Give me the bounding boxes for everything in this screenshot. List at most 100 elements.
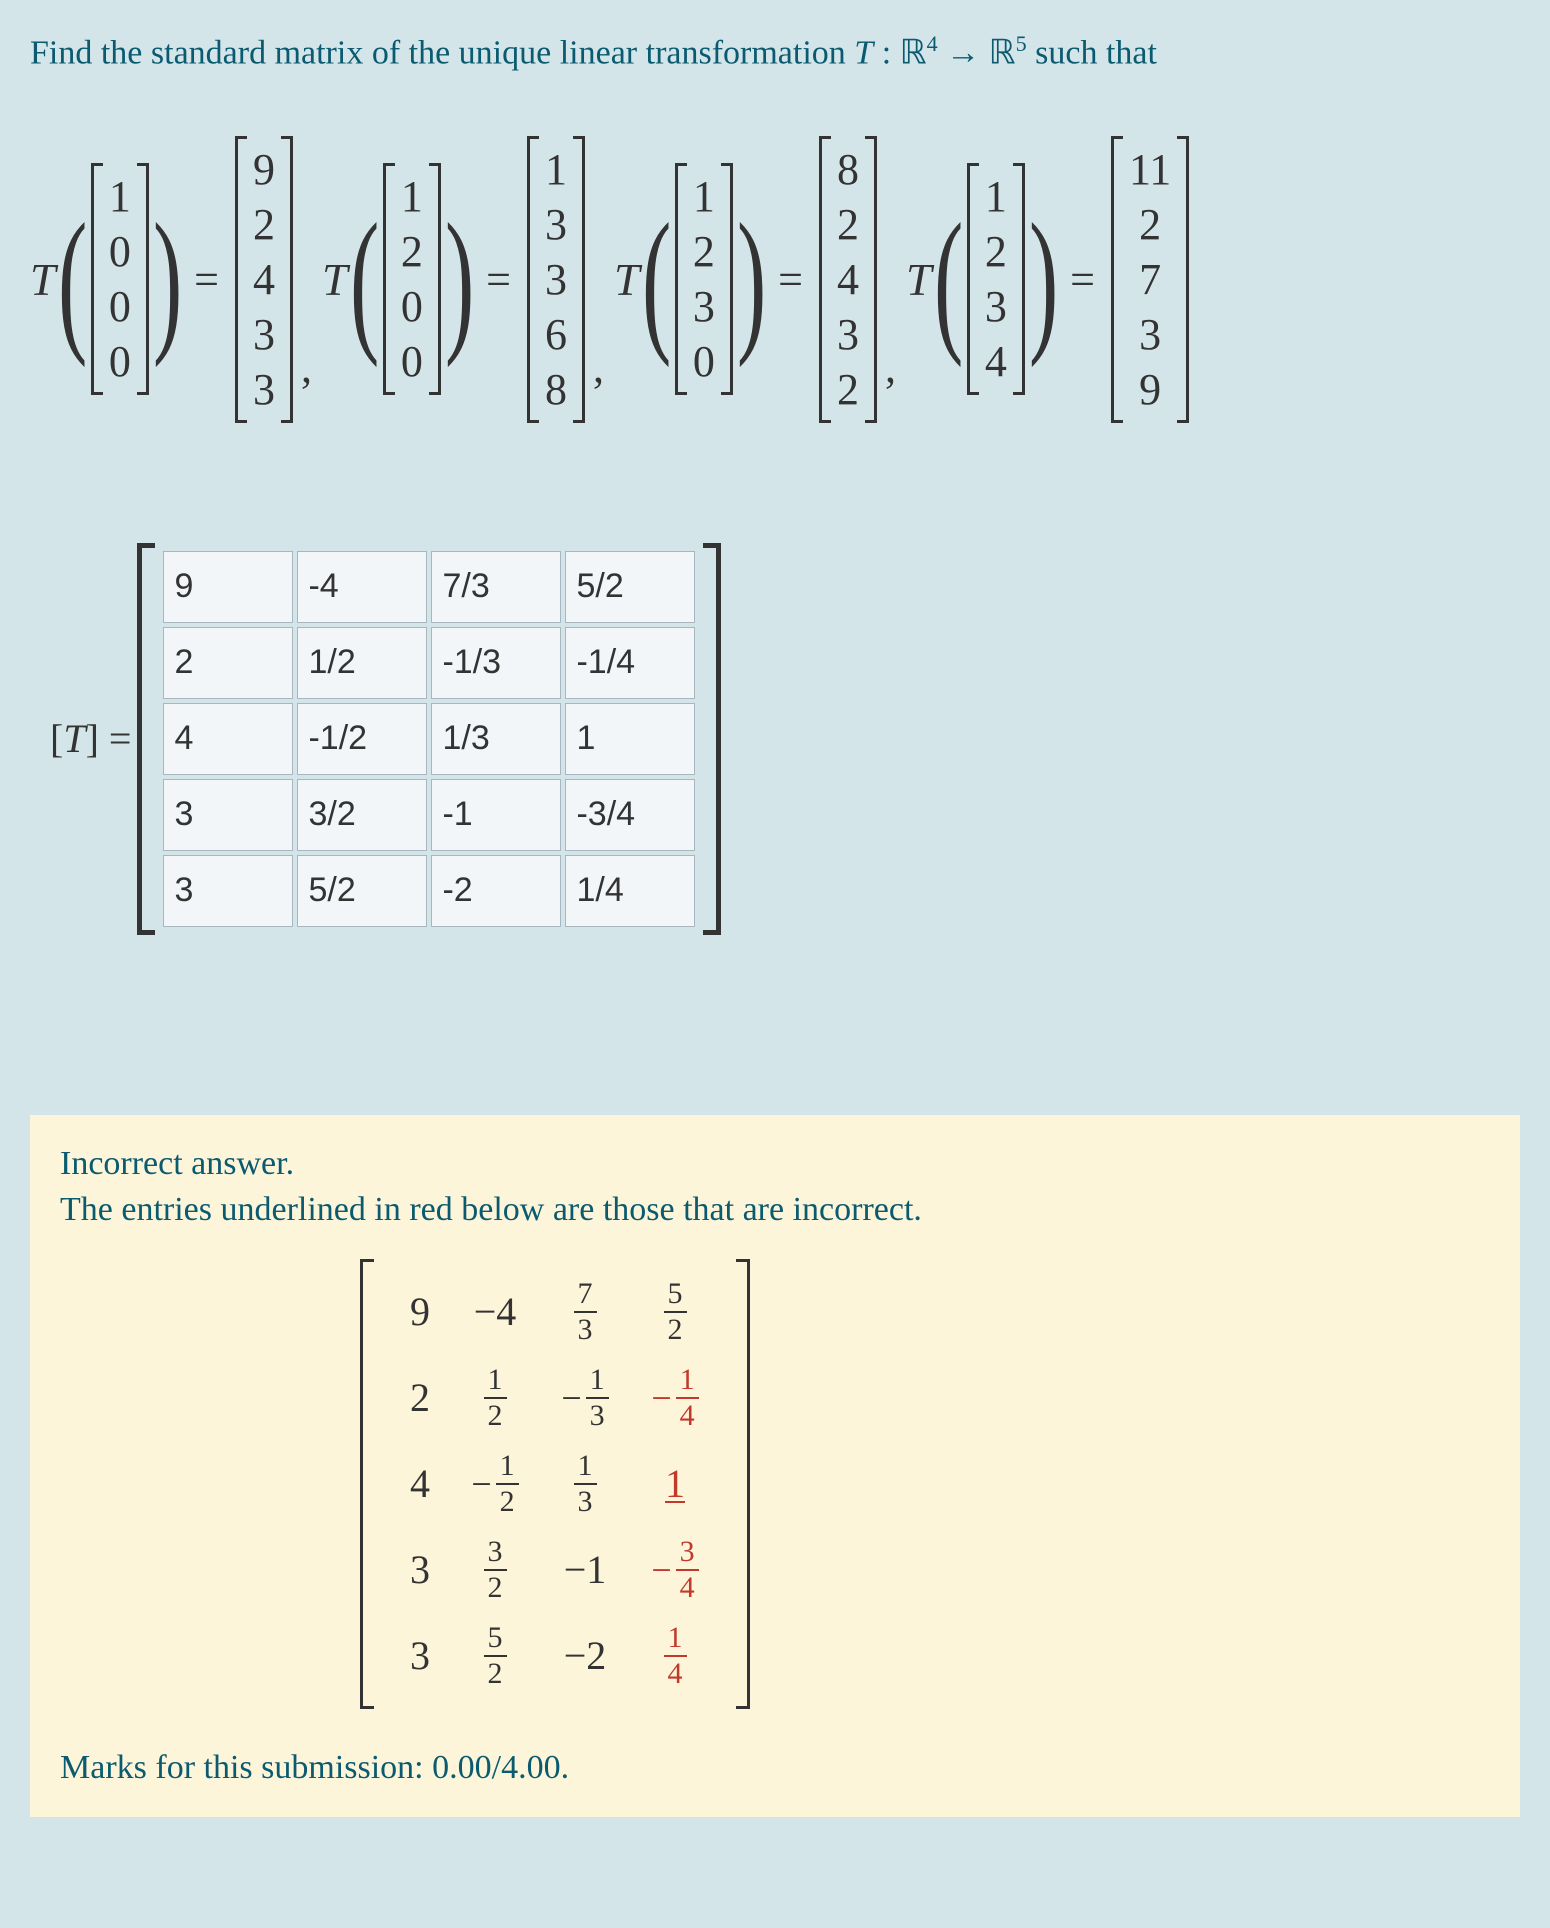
prompt-suffix: such that: [1027, 34, 1157, 71]
matrix-input-cell[interactable]: -2: [431, 855, 561, 927]
vector-entry: 0: [109, 334, 131, 389]
vector-entries: 82432: [833, 136, 863, 423]
prompt-text: Find the standard matrix of the unique l…: [30, 34, 854, 71]
vector-entry: 0: [693, 334, 715, 389]
matrix-input-cell[interactable]: 5/2: [565, 551, 695, 623]
right-bracket: [281, 136, 293, 423]
right-bracket: [736, 1259, 750, 1709]
equals-sign: =: [768, 254, 813, 305]
feedback-subtitle: The entries underlined in red below are …: [60, 1191, 1490, 1229]
vector-entry: 0: [401, 279, 423, 334]
comma: ,: [299, 342, 318, 393]
vector-entry: 2: [837, 362, 859, 417]
feedback-matrix-entry: −2: [564, 1632, 607, 1679]
feedback-matrix-wrap: 9−47352212−13−144−12131332−1−34352−214: [360, 1259, 1490, 1709]
vector-entry: 7: [1129, 252, 1171, 307]
vector-entry: 0: [401, 334, 423, 389]
matrix-input-cell[interactable]: 1/3: [431, 703, 561, 775]
matrix-input-cell[interactable]: 4: [163, 703, 293, 775]
question-prompt: Find the standard matrix of the unique l…: [30, 30, 1520, 76]
vector-entry: 2: [253, 197, 275, 252]
column-vector: 13368: [525, 136, 587, 423]
feedback-title: Incorrect answer.: [60, 1145, 1490, 1183]
feedback-matrix-entry: −12: [471, 1451, 518, 1517]
vector-entries: 1234: [981, 163, 1011, 395]
operator-T: T: [906, 253, 932, 306]
operator-T: T: [614, 253, 640, 306]
prompt-T: T: [854, 34, 873, 71]
feedback-matrix-entry: 2: [410, 1374, 430, 1421]
feedback-matrix-entry: −13: [561, 1365, 608, 1431]
column-vector: 112739: [1109, 136, 1191, 423]
column-vector: 1230: [673, 163, 735, 395]
feedback-matrix-entry: 9: [410, 1288, 430, 1335]
prompt-R-to: ℝ: [989, 34, 1016, 71]
answer-matrix: 9-47/35/221/2-1/3-1/44-1/21/3133/2-1-3/4…: [137, 543, 721, 935]
matrix-input-cell[interactable]: -1/4: [565, 627, 695, 699]
vector-entry: 4: [837, 252, 859, 307]
equation-conditions: T(1000)=92433,T(1200)=13368,T(1230)=8243…: [30, 136, 1520, 423]
vector-entry: 3: [1129, 307, 1171, 362]
vector-entry: 2: [985, 224, 1007, 279]
vector-entries: 13368: [541, 136, 571, 423]
operator-T: T: [30, 253, 56, 306]
left-bracket: [383, 163, 395, 395]
vector-entry: 3: [253, 307, 275, 362]
matrix-input-cell[interactable]: 9: [163, 551, 293, 623]
matrix-input-cell[interactable]: 3: [163, 855, 293, 927]
answer-block: [T] = 9-47/35/221/2-1/3-1/44-1/21/3133/2…: [50, 543, 1520, 935]
matrix-input-cell[interactable]: -4: [297, 551, 427, 623]
vector-entry: 9: [253, 142, 275, 197]
vector-entry: 3: [985, 279, 1007, 334]
prompt-dim-to: 5: [1016, 31, 1027, 56]
matrix-input-cell[interactable]: 3/2: [297, 779, 427, 851]
feedback-matrix-entry: 1: [665, 1460, 685, 1507]
matrix-input-cell[interactable]: 1/2: [297, 627, 427, 699]
left-bracket: [137, 543, 155, 935]
vector-entry: 1: [985, 169, 1007, 224]
matrix-input-cell[interactable]: -1: [431, 779, 561, 851]
left-bracket: [527, 136, 539, 423]
equals-sign: =: [184, 254, 229, 305]
feedback-matrix-entry: 52: [484, 1623, 507, 1689]
feedback-matrix-entry: −14: [651, 1365, 698, 1431]
feedback-matrix-grid: 9−47352212−13−144−12131332−1−34352−214: [384, 1259, 726, 1709]
right-bracket: [429, 163, 441, 395]
feedback-matrix-entry: 13: [574, 1451, 597, 1517]
vector-entry: 4: [253, 252, 275, 307]
matrix-input-cell[interactable]: 7/3: [431, 551, 561, 623]
question-page: Find the standard matrix of the unique l…: [0, 0, 1550, 1847]
feedback-matrix-entry: −4: [474, 1288, 517, 1335]
feedback-matrix-entry: 12: [484, 1365, 507, 1431]
matrix-input-cell[interactable]: 3: [163, 779, 293, 851]
right-bracket: [703, 543, 721, 935]
matrix-input-cell[interactable]: 1: [565, 703, 695, 775]
column-vector: 1200: [381, 163, 443, 395]
left-bracket: [967, 163, 979, 395]
feedback-matrix-entry: −1: [564, 1546, 607, 1593]
operator-T: T: [322, 253, 348, 306]
answer-grid: 9-47/35/221/2-1/3-1/44-1/21/3133/2-1-3/4…: [159, 543, 699, 935]
left-bracket: [235, 136, 247, 423]
prompt-R-from: ℝ: [900, 34, 927, 71]
left-bracket: [91, 163, 103, 395]
matrix-input-cell[interactable]: -1/2: [297, 703, 427, 775]
matrix-input-cell[interactable]: -1/3: [431, 627, 561, 699]
vector-entry: 1: [545, 142, 567, 197]
feedback-matrix-entry: 4: [410, 1460, 430, 1507]
matrix-input-cell[interactable]: -3/4: [565, 779, 695, 851]
vector-entry: 0: [109, 279, 131, 334]
feedback-matrix-entry: 3: [410, 1632, 430, 1679]
vector-entries: 1230: [689, 163, 719, 395]
vector-entry: 2: [693, 224, 715, 279]
vector-entry: 3: [253, 362, 275, 417]
equals-sign: =: [1060, 254, 1105, 305]
matrix-input-cell[interactable]: 2: [163, 627, 293, 699]
matrix-input-cell[interactable]: 5/2: [297, 855, 427, 927]
matrix-input-cell[interactable]: 1/4: [565, 855, 695, 927]
vector-entry: 2: [401, 224, 423, 279]
vector-entry: 2: [1129, 197, 1171, 252]
prompt-arrow: →: [938, 34, 989, 71]
vector-entry: 2: [837, 197, 859, 252]
vector-entries: 112739: [1125, 136, 1175, 423]
